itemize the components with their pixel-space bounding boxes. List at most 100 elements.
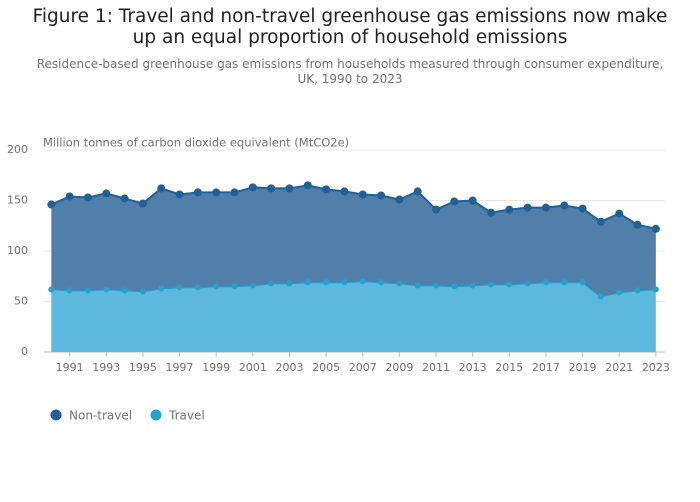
point — [103, 286, 110, 293]
point — [231, 283, 238, 290]
point — [285, 184, 294, 193]
point — [230, 188, 239, 197]
legend-label: Travel — [168, 409, 205, 423]
x-tick-label: 1999 — [202, 361, 230, 374]
point — [102, 189, 111, 198]
point — [450, 197, 459, 206]
x-tick-label: 2009 — [385, 361, 413, 374]
point — [341, 279, 348, 286]
x-tick-label: 2001 — [239, 361, 267, 374]
x-tick-label: 2023 — [642, 361, 670, 374]
point — [248, 183, 257, 192]
point — [65, 192, 74, 201]
point — [249, 282, 256, 289]
point — [616, 289, 623, 296]
point — [396, 280, 403, 287]
y-tick-label: 200 — [7, 143, 28, 156]
point — [194, 284, 201, 291]
chart-subtitle: Residence-based greenhouse gas emissions… — [36, 57, 664, 86]
x-tick-label: 2017 — [532, 361, 560, 374]
point — [395, 195, 404, 204]
legend-marker — [150, 409, 162, 421]
y-tick-label: 0 — [21, 345, 28, 358]
point — [541, 203, 550, 212]
point — [213, 283, 220, 290]
point — [286, 280, 293, 287]
point — [176, 284, 183, 291]
point — [432, 205, 441, 214]
point — [578, 204, 587, 213]
x-tick-label: 2019 — [569, 361, 597, 374]
point — [138, 199, 147, 208]
point — [597, 293, 604, 300]
point — [158, 285, 165, 292]
point — [524, 280, 531, 287]
x-tick-label: 2005 — [312, 361, 340, 374]
point — [139, 288, 146, 295]
point — [84, 287, 91, 294]
y-tick-label: 150 — [7, 194, 28, 207]
x-tick-label: 1993 — [92, 361, 120, 374]
point — [634, 287, 641, 294]
point — [414, 282, 421, 289]
chart-title: Figure 1: Travel and non-travel greenhou… — [32, 6, 668, 48]
area — [51, 185, 656, 297]
x-tick-label: 2013 — [459, 361, 487, 374]
point — [303, 181, 312, 190]
point — [633, 220, 642, 229]
point — [66, 287, 73, 294]
x-tick-label: 1995 — [129, 361, 157, 374]
point — [323, 279, 330, 286]
area — [51, 281, 656, 352]
point — [651, 224, 660, 233]
y-tick-label: 50 — [14, 295, 28, 308]
point — [304, 279, 311, 286]
point — [340, 187, 349, 196]
x-tick-label: 2011 — [422, 361, 450, 374]
line — [50, 184, 657, 230]
point — [433, 282, 440, 289]
legend-label: Non-travel — [69, 409, 132, 423]
point — [322, 185, 331, 194]
legend-marker — [50, 409, 62, 421]
x-tick-label: 2007 — [349, 361, 377, 374]
point — [120, 194, 129, 203]
point — [487, 281, 494, 288]
point — [212, 188, 221, 197]
y-tick-label: 100 — [7, 244, 28, 257]
point — [157, 184, 166, 193]
point — [47, 200, 56, 209]
point — [378, 279, 385, 286]
point — [358, 190, 367, 199]
point — [359, 278, 366, 285]
x-tick-label: 2015 — [495, 361, 523, 374]
point — [469, 282, 476, 289]
point — [121, 287, 128, 294]
point — [175, 190, 184, 199]
point — [267, 184, 276, 193]
x-tick-label: 1991 — [56, 361, 84, 374]
point — [377, 191, 386, 200]
point — [542, 279, 549, 286]
x-tick-label: 2021 — [605, 361, 633, 374]
point — [561, 279, 568, 286]
x-tick-label: 1997 — [166, 361, 194, 374]
point — [560, 201, 569, 210]
point — [468, 196, 477, 205]
point — [83, 193, 92, 202]
point — [505, 205, 514, 214]
point — [268, 280, 275, 287]
point — [193, 188, 202, 197]
point — [652, 286, 659, 293]
point — [413, 187, 422, 196]
x-tick-label: 2003 — [275, 361, 303, 374]
point — [596, 217, 605, 226]
point — [523, 203, 532, 212]
y-axis-label: Million tonnes of carbon dioxide equival… — [43, 136, 349, 150]
point — [48, 286, 55, 293]
point — [506, 281, 513, 288]
point — [451, 283, 458, 290]
point — [486, 208, 495, 217]
